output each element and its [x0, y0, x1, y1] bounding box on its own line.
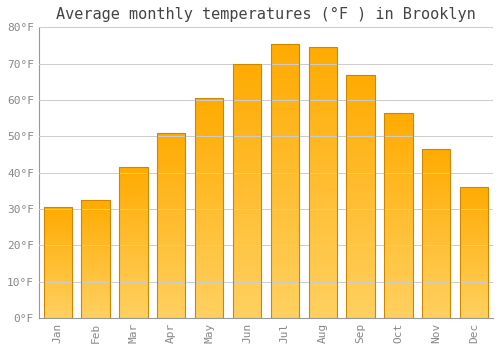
Title: Average monthly temperatures (°F ) in Brooklyn: Average monthly temperatures (°F ) in Br…: [56, 7, 476, 22]
Bar: [82, 200, 110, 318]
Bar: [384, 113, 412, 318]
Bar: [460, 187, 488, 318]
Bar: [233, 64, 261, 318]
Bar: [422, 149, 450, 318]
Bar: [119, 167, 148, 318]
Bar: [346, 75, 375, 318]
Bar: [270, 44, 299, 318]
Bar: [308, 47, 337, 318]
Bar: [44, 207, 72, 318]
Bar: [157, 133, 186, 318]
Bar: [195, 98, 224, 318]
